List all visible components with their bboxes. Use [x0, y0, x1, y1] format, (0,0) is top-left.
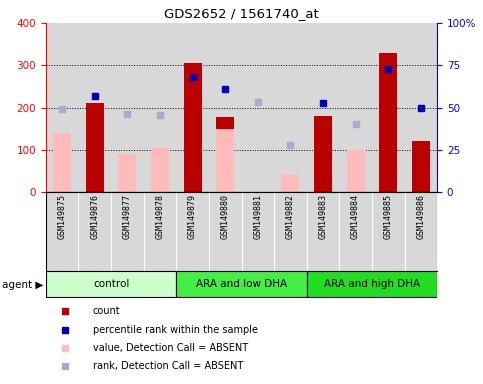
Bar: [118, 154, 136, 192]
Text: value, Detection Call = ABSENT: value, Detection Call = ABSENT: [93, 343, 248, 353]
FancyBboxPatch shape: [307, 271, 437, 297]
Text: GSM149876: GSM149876: [90, 194, 99, 239]
Text: GSM149877: GSM149877: [123, 194, 132, 239]
Text: GSM149885: GSM149885: [384, 194, 393, 239]
Text: GSM149884: GSM149884: [351, 194, 360, 239]
Bar: [53, 133, 71, 192]
Bar: [379, 53, 397, 192]
Text: agent ▶: agent ▶: [2, 280, 44, 290]
Text: count: count: [93, 306, 120, 316]
Text: ARA and low DHA: ARA and low DHA: [196, 279, 287, 289]
Bar: [216, 129, 234, 192]
FancyBboxPatch shape: [176, 271, 307, 297]
Title: GDS2652 / 1561740_at: GDS2652 / 1561740_at: [164, 7, 319, 20]
Text: GSM149886: GSM149886: [416, 194, 426, 239]
Text: GSM149878: GSM149878: [156, 194, 165, 239]
Text: rank, Detection Call = ABSENT: rank, Detection Call = ABSENT: [93, 361, 243, 371]
Text: percentile rank within the sample: percentile rank within the sample: [93, 324, 258, 334]
Text: ARA and high DHA: ARA and high DHA: [324, 279, 420, 289]
Bar: [151, 149, 169, 192]
Bar: [314, 116, 332, 192]
FancyBboxPatch shape: [46, 271, 176, 297]
Text: GSM149879: GSM149879: [188, 194, 197, 239]
Bar: [86, 103, 104, 192]
Text: GSM149880: GSM149880: [221, 194, 230, 239]
Text: GSM149881: GSM149881: [253, 194, 262, 239]
Text: control: control: [93, 279, 129, 289]
Bar: [347, 150, 365, 192]
Text: GSM149875: GSM149875: [57, 194, 67, 239]
Bar: [216, 117, 234, 192]
Bar: [184, 63, 201, 192]
Bar: [412, 141, 430, 192]
Text: GSM149883: GSM149883: [318, 194, 327, 239]
Text: GSM149882: GSM149882: [286, 194, 295, 239]
Bar: [282, 175, 299, 192]
